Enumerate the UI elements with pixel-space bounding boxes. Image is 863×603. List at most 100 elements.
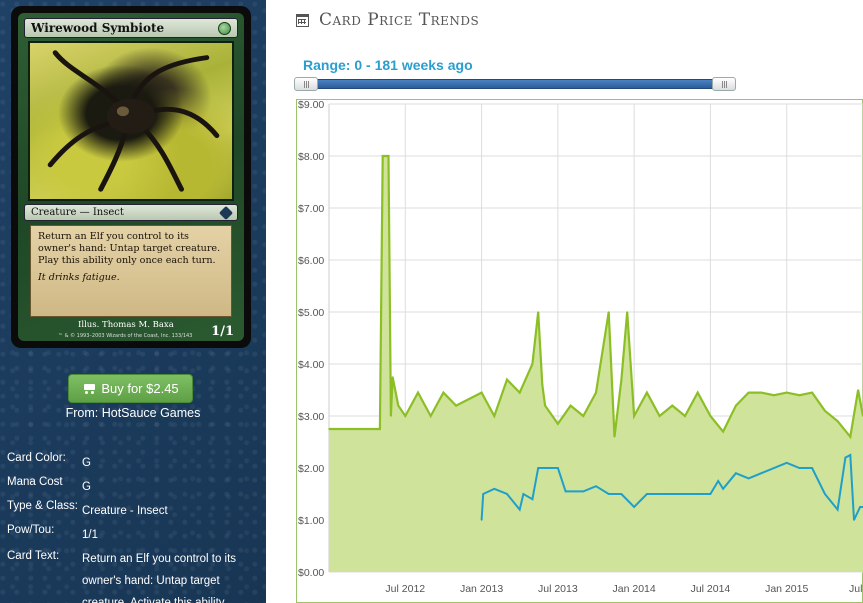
- range-label: Range: 0 - 181 weeks ago: [303, 57, 473, 73]
- foil-price-point: [811, 467, 813, 469]
- price-point: [633, 415, 635, 417]
- foil-price-point: [760, 472, 763, 475]
- detail-value: Creature - Insect: [82, 505, 168, 517]
- foil-price-point: [531, 498, 534, 501]
- foil-price-point: [544, 467, 546, 469]
- card-flavor-text: It drinks fatigue.: [38, 272, 120, 283]
- price-point: [390, 415, 392, 417]
- price-point: [328, 428, 330, 430]
- y-tick-label: $8.00: [298, 151, 324, 163]
- card-rules-text: Return an Elf you control to its owner's…: [38, 231, 221, 266]
- price-point: [684, 415, 686, 417]
- buy-button-label: Buy for $2.45: [101, 381, 179, 396]
- foil-price-point: [557, 467, 559, 469]
- card-artwork: [28, 41, 234, 201]
- price-point: [569, 404, 572, 407]
- card-copyright: ™ & © 1993–2003 Wizards of the Coast, In…: [58, 333, 193, 339]
- range-slider-handle-end[interactable]: [712, 77, 736, 91]
- price-chart-svg: $0.00 $1.00 $2.00 $3.00 $4.00 $5.00 $6.00 $7.00…: [296, 99, 863, 603]
- price-point: [760, 391, 763, 394]
- green-mana-icon: [218, 21, 231, 35]
- seller-line: From: HotSauce Games: [65, 406, 201, 420]
- foil-price-point: [620, 493, 623, 495]
- card-illustrator: Illus. Thomas M. Baxa: [78, 320, 174, 330]
- foil-price-point: [824, 493, 826, 495]
- price-point: [429, 415, 432, 417]
- detail-label: Mana Cost: [7, 476, 63, 488]
- foil-price-point: [480, 519, 483, 521]
- price-point: [671, 404, 674, 407]
- price-point: [397, 404, 400, 407]
- y-tick-label: $9.00: [298, 99, 324, 111]
- card-name: Wirewood Symbiote: [31, 21, 165, 35]
- price-point: [595, 391, 597, 394]
- range-slider-track[interactable]: [298, 79, 733, 89]
- foil-price-point: [844, 456, 847, 459]
- detail-label: Type & Class:: [7, 500, 78, 512]
- price-point: [544, 404, 546, 407]
- price-point: [404, 415, 407, 417]
- price-point: [709, 415, 712, 417]
- foil-price-point: [717, 480, 720, 482]
- detail-label: Card Color:: [7, 452, 66, 464]
- price-point: [557, 423, 559, 425]
- price-point: [506, 378, 508, 381]
- x-tick-label: Jul 2014: [691, 583, 731, 595]
- detail-value: G: [82, 457, 91, 469]
- detail-value: Return an Elf you control to its owner's…: [82, 553, 237, 603]
- price-point: [747, 391, 750, 394]
- price-area-fill: [329, 156, 863, 572]
- price-trends-header: Card Price Trends: [296, 8, 479, 32]
- price-point: [658, 415, 661, 417]
- foil-price-point: [853, 519, 855, 521]
- price-point: [387, 155, 390, 157]
- foil-price-point: [709, 493, 712, 495]
- foil-price-point: [836, 508, 839, 511]
- set-symbol-icon: [218, 205, 234, 220]
- page-title: Card Price Trends: [319, 10, 480, 30]
- detail-row-pow-tou: Pow/Tou: 1/1: [7, 524, 257, 548]
- y-tick-label: $5.00: [298, 307, 324, 319]
- foil-price-point: [747, 477, 750, 480]
- foil-price-point: [522, 493, 525, 495]
- price-series-line: [329, 154, 863, 440]
- price-point: [735, 404, 737, 407]
- price-point: [455, 404, 457, 407]
- foil-price-point: [537, 467, 539, 469]
- range-slider-handle-start[interactable]: [294, 77, 318, 91]
- card-power-toughness: 1/1: [211, 324, 234, 339]
- detail-row-card-text: Card Text: Return an Elf you control to …: [7, 548, 257, 603]
- card-image: Wirewood Symbiote: [11, 6, 251, 348]
- detail-row-color: Card Color: G: [7, 452, 257, 476]
- detail-label: Card Text:: [7, 550, 60, 562]
- foil-price-point: [582, 490, 585, 493]
- price-point: [391, 376, 394, 378]
- foil-price-point: [722, 488, 724, 490]
- price-point: [541, 384, 544, 386]
- foil-price-point: [493, 488, 496, 490]
- foil-price-point: [859, 506, 861, 508]
- card-text-box: Return an Elf you control to its owner's…: [30, 225, 232, 317]
- foil-price-point: [595, 485, 597, 488]
- price-point: [620, 378, 623, 381]
- price-point: [722, 430, 724, 433]
- price-point: [379, 428, 381, 430]
- card-details: Card Color: G Mana Cost G Type & Class: …: [7, 452, 257, 603]
- foil-price-point: [607, 493, 610, 495]
- price-point: [811, 391, 813, 394]
- y-tick-label: $1.00: [298, 515, 324, 527]
- foil-price-point: [646, 493, 648, 495]
- price-point: [442, 391, 445, 394]
- foil-price-point: [633, 506, 635, 508]
- range-slider[interactable]: [294, 77, 737, 91]
- buy-button[interactable]: Buy for $2.45: [68, 374, 193, 403]
- price-point: [836, 420, 839, 423]
- detail-row-type: Type & Class: Creature - Insect: [7, 500, 257, 524]
- detail-label: Pow/Tou:: [7, 524, 55, 536]
- price-point: [537, 311, 539, 313]
- price-point: [785, 391, 788, 394]
- y-tick-label: $3.00: [298, 411, 324, 423]
- shopping-cart-icon: [82, 383, 96, 394]
- x-tick-label: Jul 2013: [538, 583, 578, 595]
- y-tick-label: $0.00: [298, 567, 324, 579]
